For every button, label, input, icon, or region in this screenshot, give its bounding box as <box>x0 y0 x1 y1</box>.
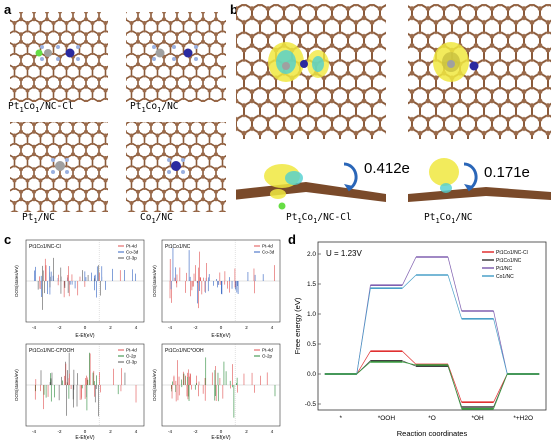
pdos-xlabel-2: E-Ef(eV) <box>211 333 231 339</box>
panel-b-letter: b <box>230 2 238 17</box>
fe-legend-label: Pt1Co1/NC <box>496 258 522 264</box>
pdos-xtick: 0 <box>84 325 87 330</box>
fe-connector <box>402 274 417 289</box>
fe-ytick: 0.0 <box>307 371 316 378</box>
fe-xlabel: Reaction coordinates <box>397 429 468 438</box>
pdos-3-legend-2: Cl-3p <box>126 360 137 365</box>
panel-b-charge-density <box>236 4 551 210</box>
fe-ytick: 2.0 <box>307 251 316 258</box>
fe-ytick: 1.5 <box>307 281 316 288</box>
structure-label-4: Co1/NC <box>140 212 173 225</box>
fe-connector <box>447 364 462 409</box>
pdos-xtick: -4 <box>168 429 172 434</box>
fe-connector <box>493 373 508 409</box>
fe-ytick: -0.5 <box>305 401 317 408</box>
structure-co1-nc <box>126 122 226 212</box>
panel-b-label-left: Pt1Co1/NC-Cl <box>286 212 352 225</box>
structure-pt1co1-nc <box>126 12 226 102</box>
fe-connector <box>356 351 371 375</box>
fe-xtick: *+H2O <box>513 415 533 422</box>
pdos-xtick: 4 <box>135 325 138 330</box>
pdos-xtick: -4 <box>32 429 36 434</box>
fe-series-0 <box>324 350 540 403</box>
pdos-title-2: Pt1Co1/NC <box>165 244 191 250</box>
fe-xtick: *O <box>428 415 436 422</box>
pdos-xtick: 0 <box>220 325 223 330</box>
fe-xtick: * <box>340 415 343 422</box>
panel-d-letter: d <box>288 232 296 247</box>
pdos-2-legend-0: Pt-4d <box>262 244 273 249</box>
fe-series-1 <box>324 360 540 408</box>
fe-connector <box>447 256 462 312</box>
pdos-1-legend-1: Co-3d <box>126 250 139 255</box>
pdos-2-legend-1: Co-3d <box>262 250 275 255</box>
fe-ylabel: Free energy (eV) <box>293 297 302 354</box>
fe-ytick: 0.5 <box>307 341 316 348</box>
pdos-ylabel-2: DOS(states/eV) <box>152 265 157 297</box>
structure-label-3: Pt1/NC <box>22 212 55 225</box>
fe-xtick: *OH <box>471 415 484 422</box>
pdos-ylabel-1: DOS(states/eV) <box>14 265 19 297</box>
pdos-xtick: 0 <box>220 429 223 434</box>
pdos-xtick: 4 <box>271 429 274 434</box>
pdos-1-legend-0: Pt-4d <box>126 244 137 249</box>
pdos-4-legend-1: O-2p <box>262 354 273 359</box>
pdos-xtick: -2 <box>193 429 197 434</box>
pdos-xtick: 2 <box>109 429 112 434</box>
pdos-3-legend-0: Pt-4d <box>126 348 137 353</box>
pdos-ylabel-4: DOS(states/eV) <box>152 369 157 401</box>
fe-series-4 <box>324 361 540 410</box>
fe-ytick: 1.0 <box>307 311 316 318</box>
panel-b-label-right: Pt1Co1/NC <box>424 212 473 225</box>
panel-a-structures <box>10 12 226 212</box>
pdos-xtick: 4 <box>271 325 274 330</box>
pdos-xtick: -2 <box>193 325 197 330</box>
pdos-xtick: 0 <box>84 429 87 434</box>
fe-connector <box>356 288 371 375</box>
pdos-xtick: 4 <box>135 429 138 434</box>
fe-connector <box>402 256 417 286</box>
pdos-xtick: -2 <box>57 429 61 434</box>
fe-connector <box>402 361 417 366</box>
fe-connector <box>356 361 371 375</box>
charge-transfer-left: 0.412e <box>364 160 410 177</box>
fe-connector <box>447 274 462 319</box>
pdos-title-4: Pt1Co1/NC*OOH <box>165 348 204 354</box>
pdos-xlabel-1: E-Ef(eV) <box>75 333 95 339</box>
fe-legend-label: Co1/NC <box>496 274 514 280</box>
pdos-xtick: 2 <box>245 429 248 434</box>
charge-transfer-right: 0.171e <box>484 164 530 181</box>
fe-series-3 <box>324 274 540 375</box>
pdos-xtick: -2 <box>57 325 61 330</box>
fe-connector <box>402 350 417 365</box>
fe-connector <box>447 364 462 403</box>
panel-c-letter: c <box>4 232 12 247</box>
structure-pt1-nc <box>10 122 108 212</box>
pdos-3-legend-1: O-2p <box>126 354 137 359</box>
pdos-xtick: 2 <box>245 325 248 330</box>
panel-c-pdos: Pt1Co1/NC-Cl Pt1Co1/NC Pt1Co1/NC-Cl*OOH … <box>14 239 281 441</box>
pdos-xtick: -4 <box>32 325 36 330</box>
pdos-xlabel-4: E-Ef(eV) <box>211 435 231 441</box>
panel-a-letter: a <box>4 2 12 17</box>
fe-legend-label: Pt1/NC <box>496 266 513 272</box>
pdos-ylabel-3: DOS(states/eV) <box>14 369 19 401</box>
fe-voltage: U = 1.23V <box>326 249 362 258</box>
fe-xtick: *OOH <box>378 415 396 422</box>
pdos-xtick: 2 <box>109 325 112 330</box>
fe-connector <box>493 318 508 375</box>
pdos-4-legend-0: Pt-4d <box>262 348 273 353</box>
fe-plot-frame <box>317 241 547 411</box>
pdos-title-1: Pt1Co1/NC-Cl <box>29 244 61 250</box>
pdos-xlabel-3: E-Ef(eV) <box>75 435 95 441</box>
pdos-1-legend-2: Cl-3p <box>126 256 137 261</box>
panel-d-free-energy: U = 1.23V -0.5 0.0 0.5 1.0 1.5 2.0 * *OOH *O *OH *… <box>293 241 547 438</box>
pdos-title-3: Pt1Co1/NC-Cl*OOH <box>29 348 74 354</box>
structure-pt1co1-nc-cl <box>10 12 108 102</box>
structure-label-1: Pt1Co1/NC-Cl <box>8 101 74 114</box>
structure-label-2: Pt1Co1/NC <box>130 101 179 114</box>
fe-legend-label: Pt1Co1/NC-Cl <box>496 250 528 256</box>
pdos-xtick: -4 <box>168 325 172 330</box>
